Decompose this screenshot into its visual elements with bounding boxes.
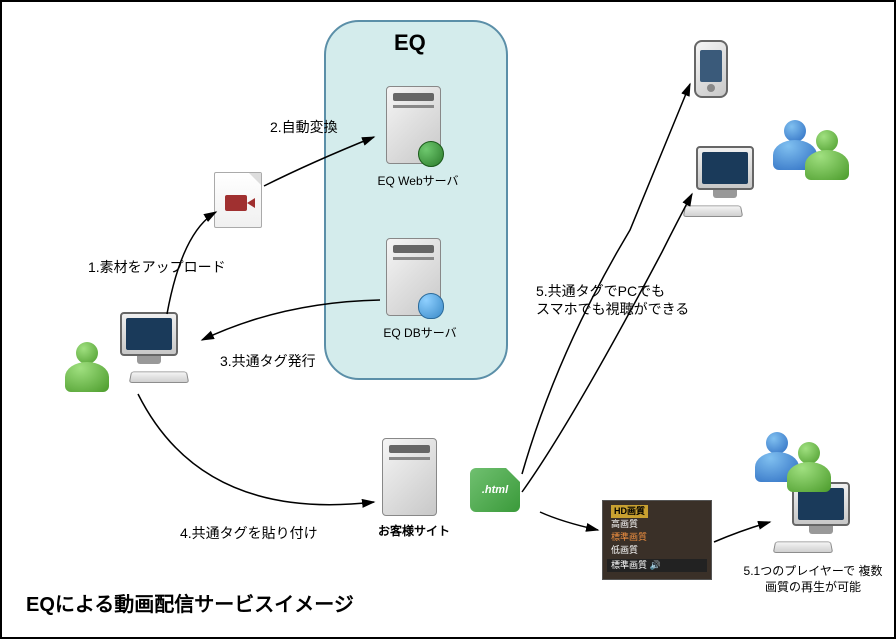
web-server-label: EQ Webサーバ bbox=[368, 174, 468, 190]
keyboard-br-icon bbox=[773, 541, 833, 552]
step-3-label: 3.共通タグ発行 bbox=[220, 352, 316, 370]
video-player-icon: HD画質 高画質 標準画質 低画質 標準画質 🔊 bbox=[602, 500, 712, 580]
keyboard-left-icon bbox=[129, 371, 189, 382]
web-server-icon bbox=[386, 86, 441, 164]
db-server-label: EQ DBサーバ bbox=[370, 326, 470, 342]
camera-icon bbox=[225, 195, 247, 211]
step-5-label: 5.共通タグでPCでも スマホでも視聴ができる bbox=[536, 282, 689, 318]
diagram-title: EQによる動画配信サービスイメージ bbox=[26, 588, 354, 617]
user-top-green-icon bbox=[802, 130, 852, 180]
html-file-icon: .html bbox=[470, 468, 520, 512]
pc-left-icon bbox=[120, 312, 178, 356]
video-file-icon bbox=[214, 172, 262, 228]
pc-right-icon bbox=[696, 146, 754, 190]
quality-low: 低画質 bbox=[607, 544, 707, 557]
quality-high: 高画質 bbox=[607, 518, 707, 531]
user-br-green-icon bbox=[784, 442, 834, 492]
step-4-label: 4.共通タグを貼り付け bbox=[180, 524, 318, 542]
user-left-icon bbox=[62, 342, 112, 392]
globe-icon bbox=[418, 141, 444, 167]
step-1-label: 1.素材をアップロード bbox=[88, 258, 226, 276]
site-server-label: お客様サイト bbox=[364, 524, 464, 540]
keyboard-right-icon bbox=[683, 205, 743, 216]
eq-title: EQ bbox=[394, 30, 426, 56]
step-2-label: 2.自動変換 bbox=[270, 118, 338, 136]
step-5-1-label: 5.1つのプレイヤーで 複数画質の再生が可能 bbox=[738, 564, 888, 595]
db-server-icon bbox=[386, 238, 441, 316]
quality-hd: HD画質 bbox=[611, 505, 648, 518]
site-server-icon bbox=[382, 438, 437, 516]
db-icon bbox=[418, 293, 444, 319]
mobile-icon bbox=[694, 40, 728, 98]
html-badge-label: .html bbox=[482, 484, 508, 496]
quality-std: 標準画質 bbox=[607, 531, 707, 544]
quality-bar: 標準画質 🔊 bbox=[607, 559, 707, 572]
